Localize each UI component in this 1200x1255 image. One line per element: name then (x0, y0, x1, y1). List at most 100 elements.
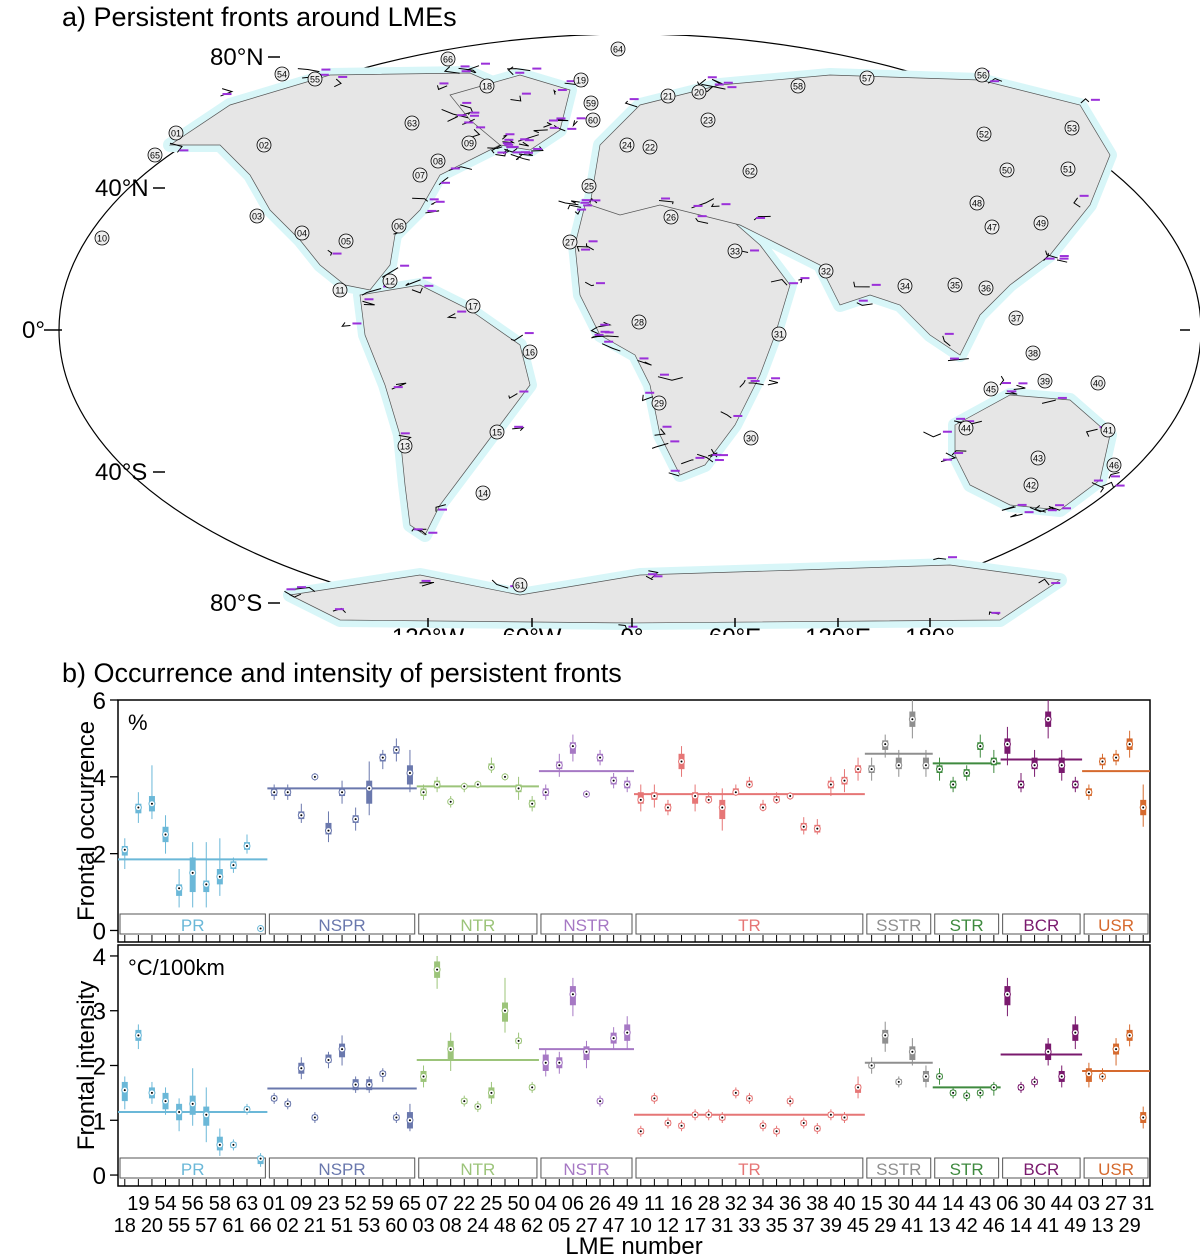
occurrence-median-dot (517, 787, 520, 790)
occurrence-median-dot (721, 806, 724, 809)
antarctica (288, 564, 1061, 624)
intensity-median-dot (816, 1127, 819, 1130)
lme-marker-label: 61 (515, 581, 525, 591)
lon-label: 180° (905, 624, 955, 635)
intensity-median-dot (843, 1116, 846, 1119)
front-line (510, 95, 522, 102)
front-label-mark (1024, 511, 1034, 514)
front-label-mark (297, 586, 307, 589)
intensity-median-dot (979, 1091, 982, 1094)
intensity-median-dot (571, 993, 574, 996)
occurrence-group-box (418, 913, 538, 935)
x-tick-label-top: 43 (969, 1193, 991, 1215)
front-line (297, 68, 320, 73)
front-line (853, 281, 870, 288)
lme-marker-22 (642, 139, 658, 155)
x-tick-label-top: 54 (154, 1193, 176, 1215)
x-tick-label-bottom: 57 (195, 1215, 217, 1237)
intensity-median-dot (599, 1100, 602, 1103)
occurrence-median-dot (952, 783, 955, 786)
x-tick-label-top: 19 (127, 1193, 149, 1215)
front-label-mark (581, 199, 591, 202)
occurrence-median-dot (164, 833, 167, 836)
front-line (1073, 197, 1081, 208)
lon-label: 0° (621, 624, 644, 635)
lme-marker-label: 08 (433, 157, 443, 167)
front-line (169, 142, 183, 153)
front-label-mark (460, 65, 470, 68)
front-line (753, 215, 771, 221)
x-tick-label-top: 44 (1051, 1193, 1073, 1215)
occurrence-median-dot (1060, 764, 1063, 767)
front-line (585, 243, 594, 251)
front-label-mark (965, 420, 975, 423)
intensity-median-dot (558, 1061, 561, 1064)
occurrence-median-dot (924, 764, 927, 767)
front-label-mark (800, 277, 810, 280)
front-label-mark (524, 139, 534, 142)
occurrence-median-dot (870, 768, 873, 771)
front-line (447, 116, 458, 122)
front-line (1001, 506, 1016, 511)
front-label-mark (949, 357, 959, 360)
x-axis-label: LME number (565, 1233, 702, 1255)
lme-marker-label: 02 (259, 141, 269, 151)
intensity-frame (117, 944, 1151, 1187)
front-line (436, 85, 448, 91)
front-line (446, 313, 457, 319)
front-label-mark (1018, 382, 1028, 385)
occurrence-median-dot (381, 756, 384, 759)
front-line (1101, 481, 1115, 488)
intensity-median-dot (626, 1031, 629, 1034)
front-line (947, 358, 969, 362)
intensity-median-dot (490, 1091, 493, 1094)
x-tick-label-top: 63 (236, 1193, 258, 1215)
lme-marker-label: 53 (1067, 124, 1077, 134)
front-label-mark (524, 332, 534, 335)
lme-marker-24 (619, 137, 635, 153)
front-line (443, 66, 460, 74)
intensity-median-dot (191, 1102, 194, 1105)
front-label-mark (648, 573, 658, 576)
occurrence-median-dot (463, 785, 466, 788)
x-tick-label-bottom: 14 (1010, 1215, 1032, 1237)
x-tick-label-bottom: 12 (657, 1215, 679, 1237)
lme-marker-label: 55 (310, 75, 320, 85)
front-line (951, 450, 967, 456)
front-label-mark (712, 453, 722, 456)
front-line (641, 394, 654, 402)
x-tick-label-bottom: 53 (358, 1215, 380, 1237)
front-label-mark (756, 216, 766, 219)
front-line (1085, 428, 1098, 437)
occurrence-median-dot (979, 745, 982, 748)
intensity-median-dot (164, 1100, 167, 1103)
front-label-mark (422, 276, 432, 279)
occurrence-group-box (119, 913, 266, 935)
occurrence-median-dot (300, 814, 303, 817)
lme-marker-48 (969, 195, 985, 211)
front-line (1029, 506, 1054, 513)
front-line (720, 411, 732, 419)
intensity-median-dot (232, 1143, 235, 1146)
lme-marker-label: 66 (443, 55, 453, 65)
lme-marker-label: 44 (961, 424, 971, 434)
front-label-mark (750, 249, 760, 252)
front-label-mark (321, 68, 331, 71)
front-line (487, 146, 503, 149)
front-label-mark (509, 145, 519, 148)
front-label-mark (595, 282, 605, 285)
lat-label: 40°N (95, 175, 149, 202)
front-line (361, 288, 382, 296)
lme-marker-11 (332, 282, 348, 298)
front-label-mark (789, 282, 799, 285)
front-label-mark (520, 138, 530, 141)
x-tick-label-bottom: 13 (1091, 1215, 1113, 1237)
front-label-mark (723, 81, 733, 84)
lme-marker-60 (585, 112, 601, 128)
front-label-mark (179, 149, 189, 152)
lme-marker-40 (1090, 375, 1106, 391)
intensity-group-label: STR (950, 1160, 984, 1179)
occurrence-median-dot (748, 783, 751, 786)
front-label-mark (1115, 484, 1125, 487)
front-line (1108, 472, 1120, 479)
